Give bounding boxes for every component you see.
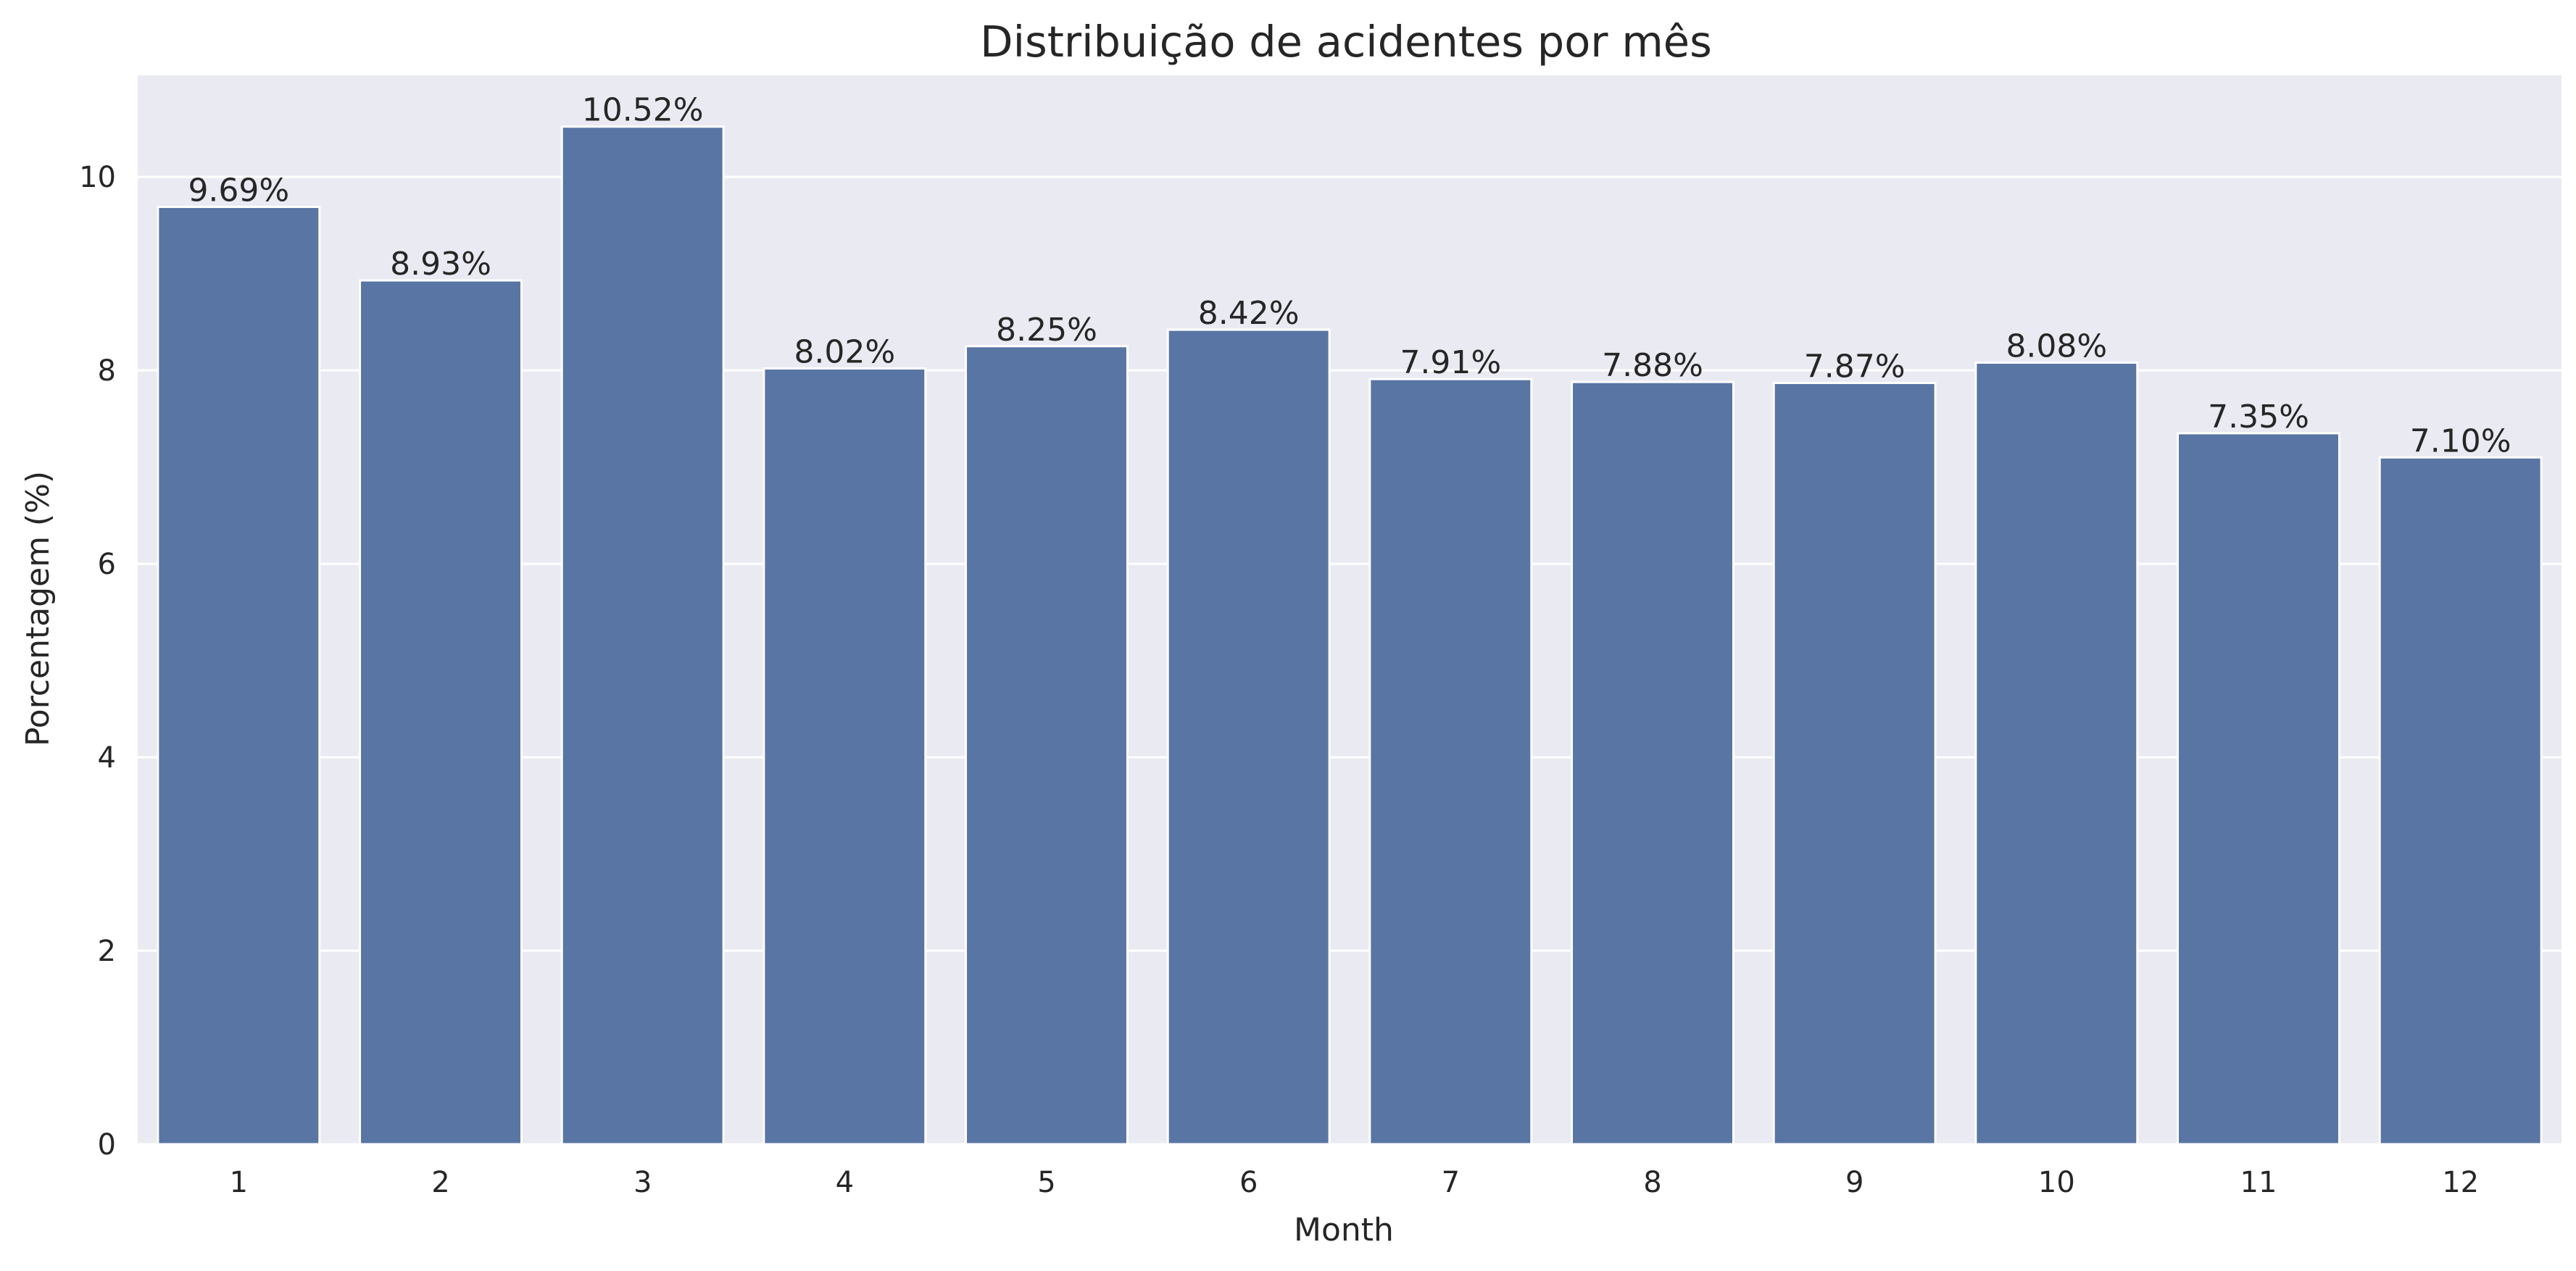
bar-value-label: 8.08%	[2006, 328, 2107, 364]
x-tick-label: 4	[836, 1166, 854, 1199]
bar	[1974, 361, 2139, 1146]
y-axis-label: Porcentagem (%)	[20, 471, 57, 746]
bar	[1571, 380, 1734, 1146]
bar	[1772, 381, 1937, 1146]
bar-value-labels: 9.69% 8.93% 10.52% 8.02% 8.25% 8.42% 7.91% 7.88…	[188, 92, 2511, 460]
x-tick-label: 7	[1442, 1166, 1460, 1199]
bar-value-label: 8.25%	[996, 312, 1097, 349]
y-tick-label: 0	[98, 1128, 116, 1162]
x-tick-label: 3	[633, 1166, 652, 1199]
chart-title: Distribuição de acidentes por mês	[980, 17, 1712, 67]
x-tick-labels: 1 2 3 4 5 6 7 8 9 10 11 12	[230, 1166, 2480, 1199]
bar	[2378, 456, 2543, 1146]
x-tick-label: 11	[2240, 1166, 2277, 1199]
y-tick-label: 2	[98, 935, 116, 968]
bar-value-label: 10.52%	[582, 92, 704, 129]
bar-value-label: 8.93%	[390, 246, 491, 283]
bar-value-label: 7.88%	[1602, 347, 1703, 384]
y-tick-label: 10	[79, 161, 116, 194]
bar	[157, 206, 321, 1146]
x-tick-label: 5	[1037, 1166, 1055, 1199]
bar-value-label: 7.10%	[2410, 422, 2511, 459]
x-tick-label: 9	[1845, 1166, 1864, 1199]
x-tick-label: 2	[431, 1166, 449, 1199]
bar	[560, 125, 725, 1146]
bar	[359, 279, 523, 1146]
bar	[763, 367, 927, 1146]
bar-value-label: 7.91%	[1400, 344, 1501, 381]
bar-value-label: 8.42%	[1198, 295, 1300, 332]
x-tick-label: 6	[1239, 1166, 1258, 1199]
grid-lines	[138, 175, 2562, 1146]
bar-value-label: 8.02%	[794, 333, 895, 370]
bar-value-label: 7.87%	[1804, 348, 1906, 385]
plot-area	[138, 75, 2562, 1144]
y-tick-label: 8	[98, 354, 116, 388]
y-tick-labels: 0 2 4 6 8 10	[79, 161, 116, 1162]
x-tick-label: 10	[2038, 1166, 2075, 1199]
bar-value-label: 9.69%	[188, 172, 289, 209]
bar-value-label: 7.35%	[2208, 399, 2309, 436]
x-tick-label: 1	[230, 1166, 248, 1199]
y-tick-label: 6	[98, 548, 116, 581]
x-tick-label: 12	[2442, 1166, 2479, 1199]
x-axis-label: Month	[1294, 1212, 1394, 1249]
bar	[965, 345, 1129, 1146]
bar	[1368, 378, 1533, 1146]
bars	[157, 125, 2543, 1146]
x-tick-label: 8	[1643, 1166, 1661, 1199]
y-tick-label: 4	[98, 741, 116, 775]
bar	[2177, 432, 2340, 1146]
bar	[1166, 328, 1331, 1146]
